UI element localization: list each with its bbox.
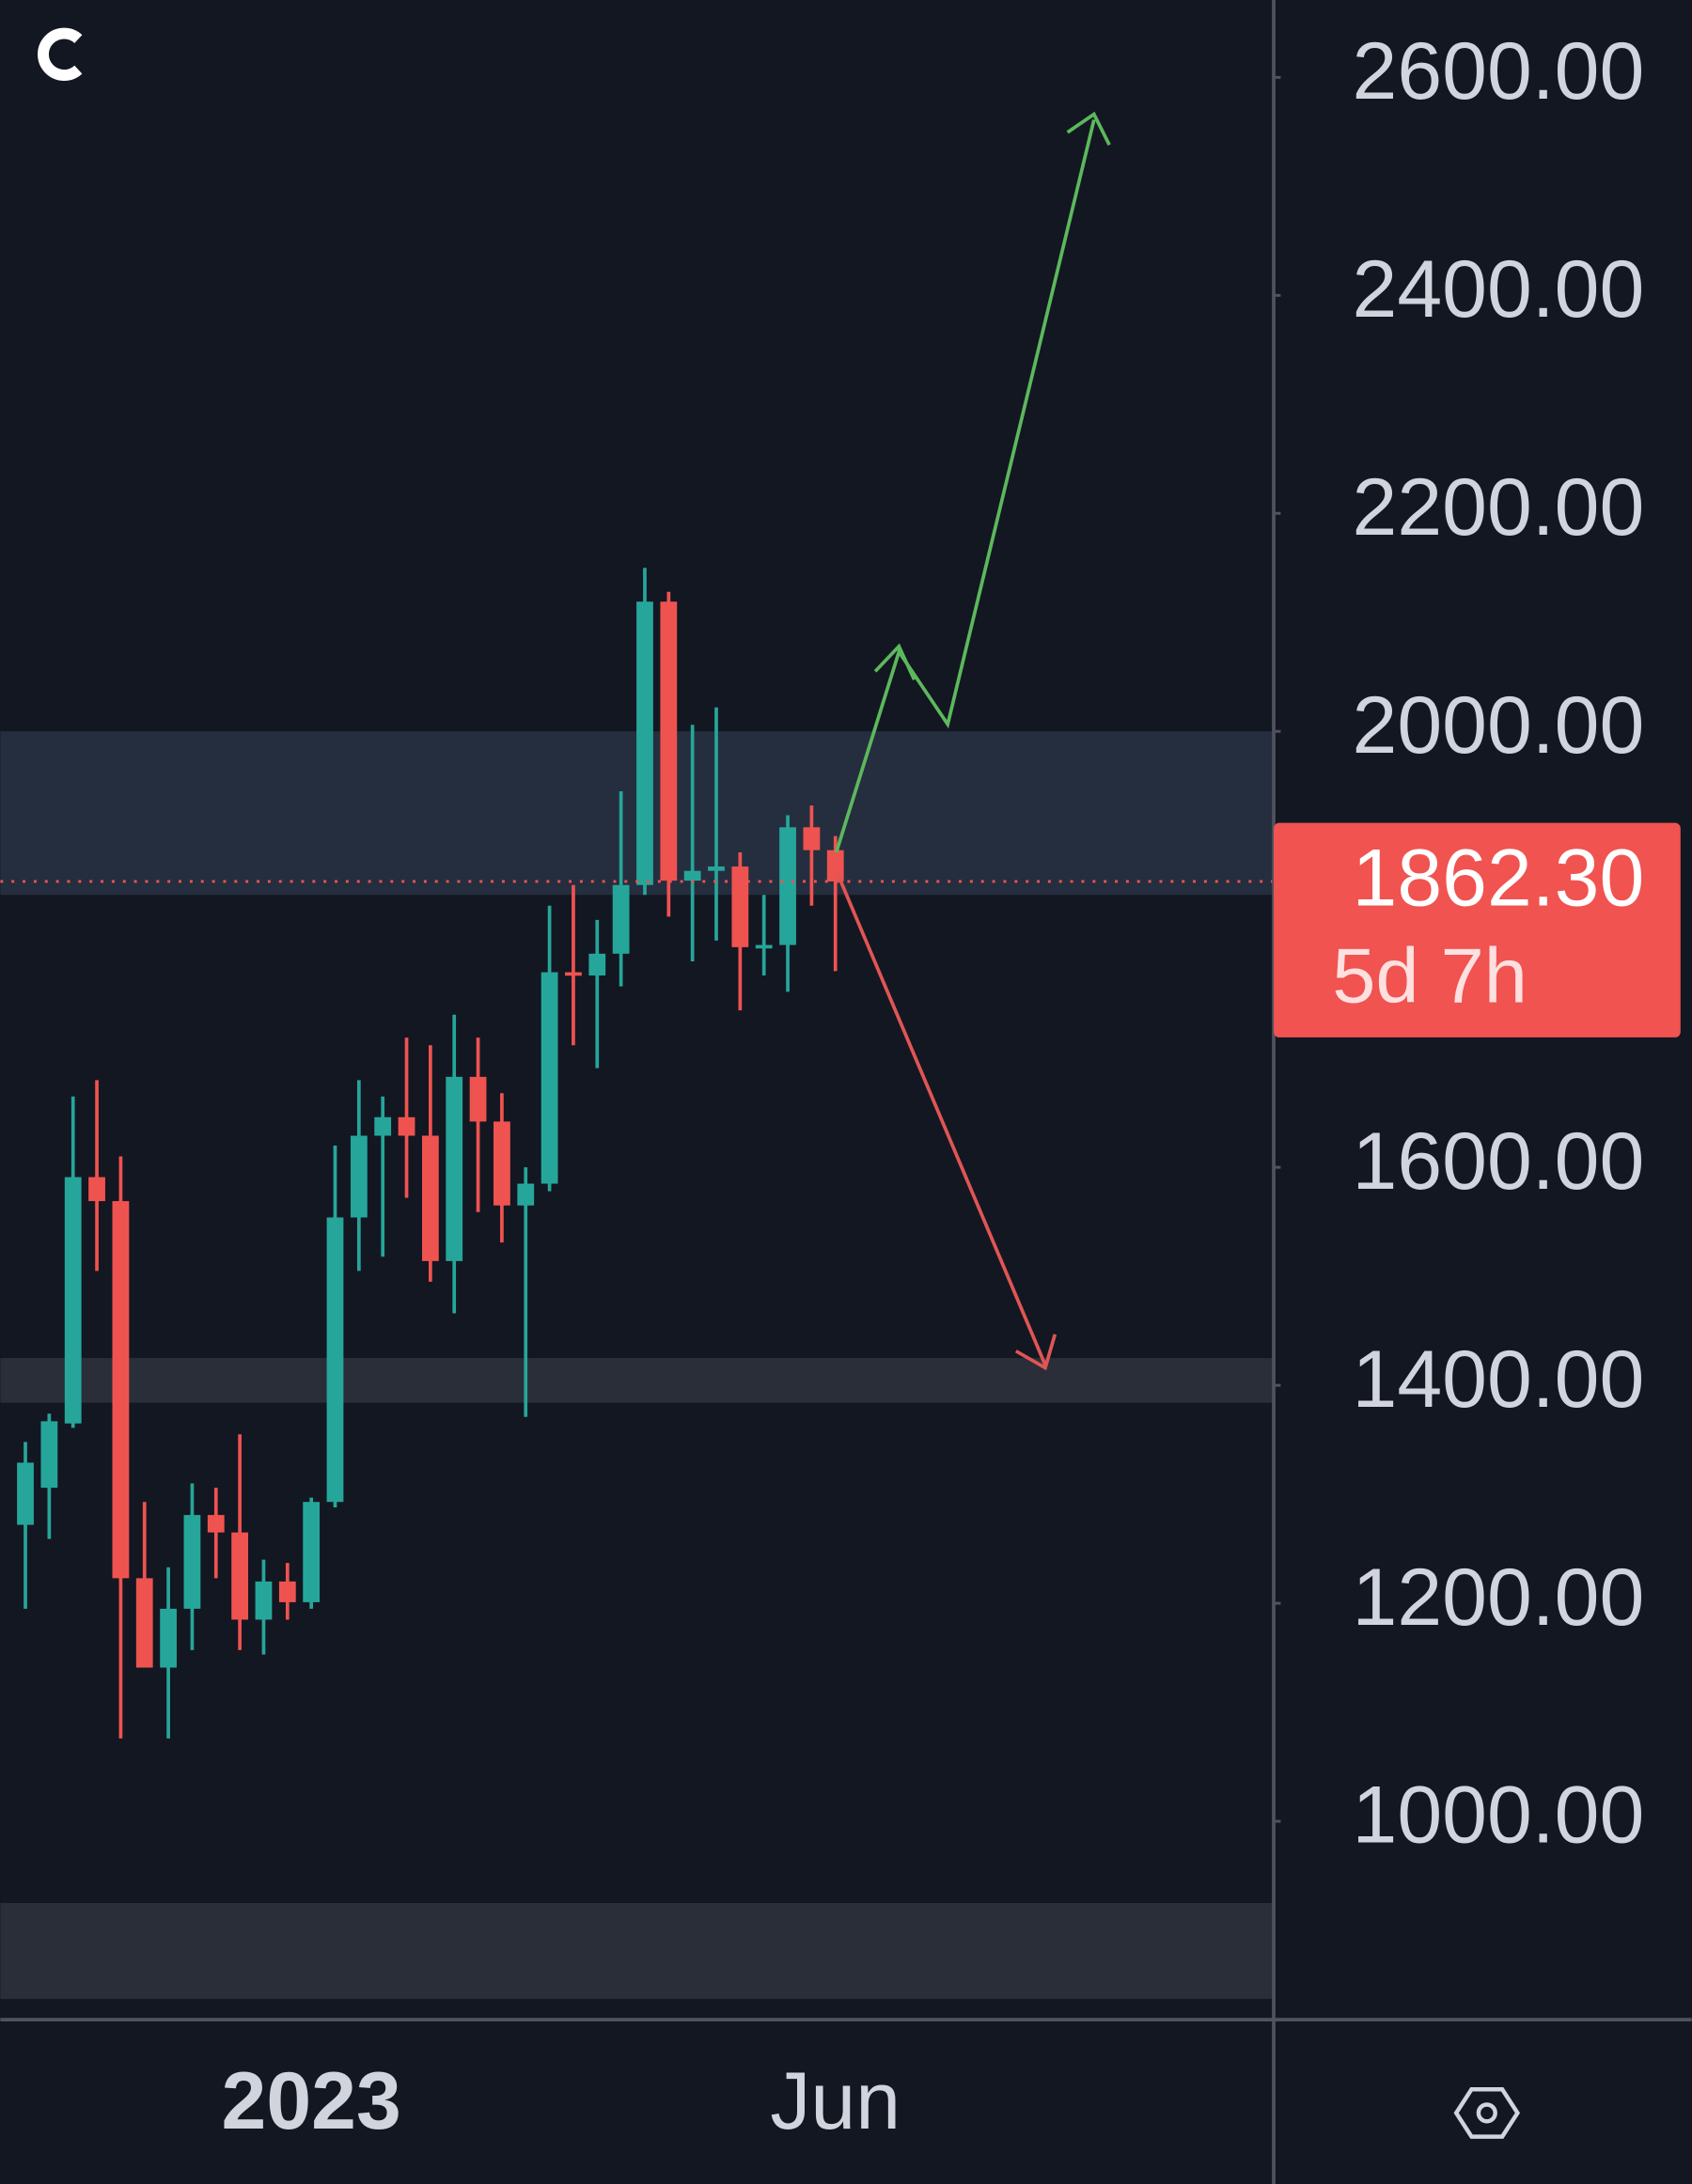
candle-body — [255, 1581, 273, 1620]
candle-body — [326, 1217, 344, 1503]
arrow-path — [834, 119, 1096, 853]
logo — [38, 27, 83, 81]
candle-body — [64, 1177, 82, 1424]
candle-body — [540, 972, 558, 1184]
candle-body — [660, 601, 678, 881]
candle-body — [112, 1201, 130, 1579]
candle-body — [494, 1121, 510, 1206]
price-zone — [0, 1903, 1273, 2000]
logo-mark — [38, 27, 83, 81]
candle-body — [683, 870, 701, 881]
candle-body — [40, 1421, 58, 1489]
candle-body — [231, 1532, 249, 1620]
candle-body — [160, 1608, 177, 1668]
candle-body — [135, 1578, 153, 1668]
candle-body — [421, 1135, 439, 1261]
settings-icon[interactable] — [1453, 2086, 1521, 2139]
candle-body — [374, 1116, 392, 1136]
arrow-path — [834, 869, 1047, 1366]
x-tick-label: 2023 — [222, 2056, 401, 2146]
candle-body — [446, 1076, 463, 1261]
projection-up — [834, 111, 1111, 853]
y-tick-label: 1600.00 — [1353, 1116, 1645, 1207]
y-tick-label: 1200.00 — [1353, 1552, 1645, 1643]
settings-button[interactable] — [1453, 2086, 1521, 2139]
y-tick-label: 2000.00 — [1353, 680, 1645, 771]
price-zone — [0, 731, 1273, 896]
candle-body — [350, 1135, 368, 1218]
candle-body — [636, 601, 653, 885]
candle-body — [565, 972, 582, 976]
candle-body — [803, 827, 821, 850]
y-tick-label: 1000.00 — [1353, 1771, 1645, 1861]
price-zone — [0, 1358, 1273, 1403]
candle-body — [517, 1183, 535, 1206]
candle-body — [278, 1581, 296, 1602]
candle-body — [183, 1515, 201, 1609]
x-tick-label: Jun — [770, 2056, 901, 2146]
candle-body — [469, 1076, 487, 1122]
projection-down — [834, 869, 1058, 1371]
last-price-label: 1862.30 — [1353, 834, 1645, 924]
candle-body — [731, 866, 749, 947]
candle-body — [398, 1116, 415, 1136]
y-tick-label: 2400.00 — [1353, 244, 1645, 335]
arrow-head — [1066, 111, 1111, 146]
candle-body — [826, 850, 844, 881]
candle-body — [612, 884, 630, 954]
candle-body — [779, 827, 796, 945]
countdown-label: 5d 7h — [1332, 932, 1528, 1020]
candle-body — [88, 1177, 105, 1202]
candle-body — [708, 866, 725, 871]
arrow-head — [873, 643, 916, 681]
candle-body — [17, 1462, 34, 1525]
candle-body — [207, 1515, 225, 1533]
y-tick-label: 1400.00 — [1353, 1334, 1645, 1425]
last-price-box — [1274, 822, 1681, 1037]
candle-body — [755, 944, 773, 949]
settings-icon-center[interactable] — [1476, 2102, 1497, 2124]
y-tick-label: 2200.00 — [1353, 462, 1645, 553]
candle-body — [303, 1502, 321, 1602]
arrow-head — [1014, 1334, 1058, 1371]
candle-body — [588, 953, 606, 976]
y-tick-label: 2600.00 — [1353, 26, 1645, 117]
